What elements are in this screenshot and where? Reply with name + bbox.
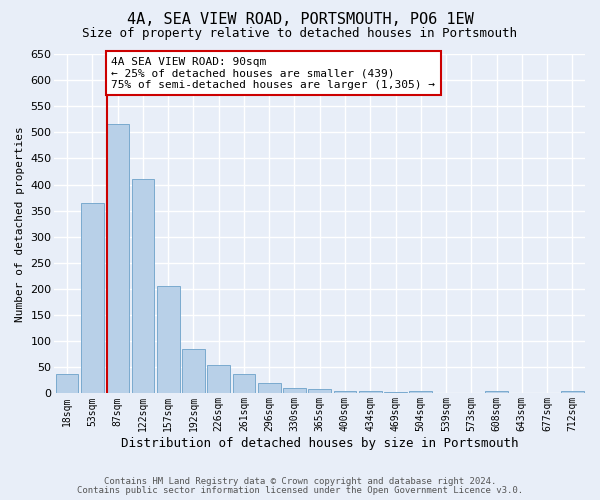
Text: Size of property relative to detached houses in Portsmouth: Size of property relative to detached ho… — [83, 28, 517, 40]
Bar — [561, 391, 584, 394]
Bar — [359, 392, 382, 394]
Text: Contains HM Land Registry data © Crown copyright and database right 2024.: Contains HM Land Registry data © Crown c… — [104, 477, 496, 486]
Bar — [334, 391, 356, 394]
Bar — [208, 364, 230, 394]
Bar — [308, 389, 331, 394]
Bar — [157, 286, 179, 394]
Bar — [283, 388, 306, 394]
X-axis label: Distribution of detached houses by size in Portsmouth: Distribution of detached houses by size … — [121, 437, 518, 450]
Bar — [485, 391, 508, 394]
Bar — [409, 392, 432, 394]
Bar — [106, 124, 129, 394]
Bar — [233, 374, 256, 394]
Bar — [434, 393, 457, 394]
Bar — [182, 349, 205, 394]
Text: Contains public sector information licensed under the Open Government Licence v3: Contains public sector information licen… — [77, 486, 523, 495]
Bar — [81, 203, 104, 394]
Bar — [131, 179, 154, 394]
Text: 4A, SEA VIEW ROAD, PORTSMOUTH, PO6 1EW: 4A, SEA VIEW ROAD, PORTSMOUTH, PO6 1EW — [127, 12, 473, 28]
Bar — [56, 374, 79, 394]
Bar — [258, 383, 281, 394]
Bar — [384, 392, 407, 394]
Text: 4A SEA VIEW ROAD: 90sqm
← 25% of detached houses are smaller (439)
75% of semi-d: 4A SEA VIEW ROAD: 90sqm ← 25% of detache… — [112, 56, 436, 90]
Y-axis label: Number of detached properties: Number of detached properties — [15, 126, 25, 322]
